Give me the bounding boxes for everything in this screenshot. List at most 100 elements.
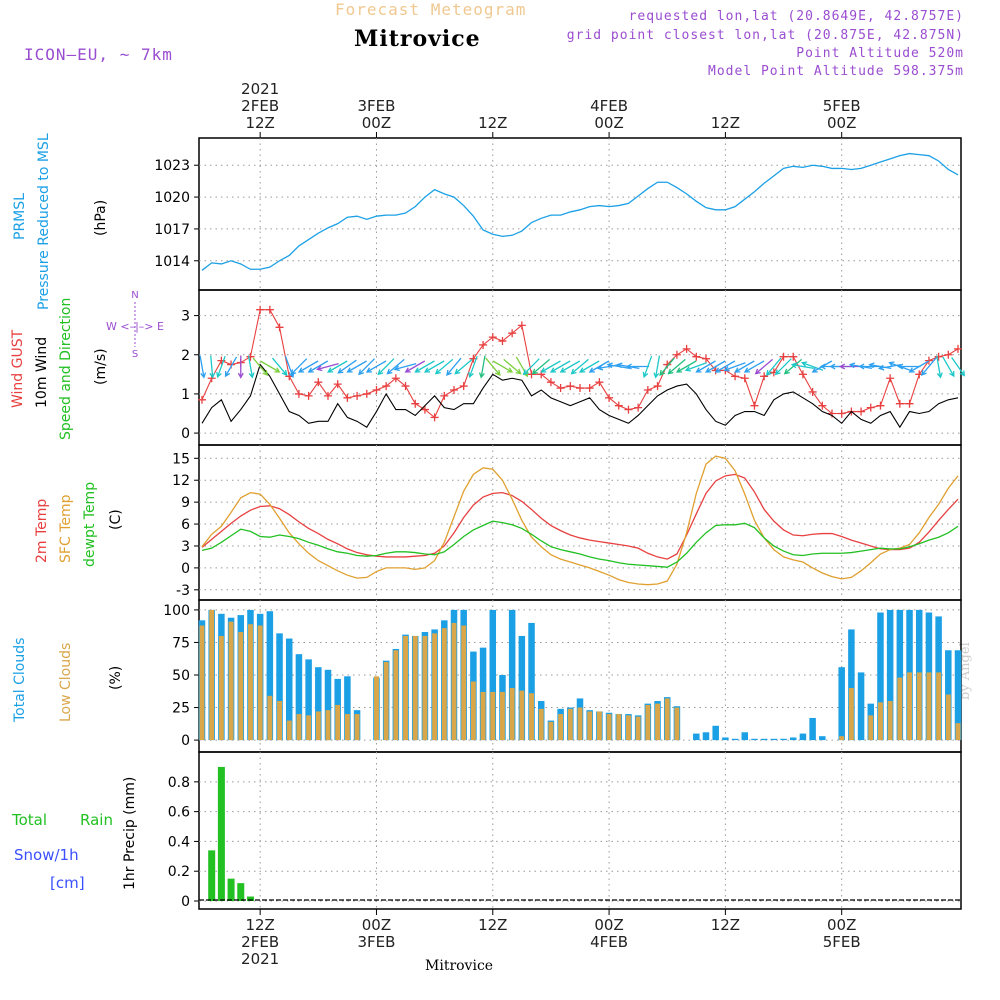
- top-time-label: 00Z: [362, 114, 391, 132]
- wind-direction-arrow: [414, 360, 435, 373]
- y-tick-label: 3: [181, 309, 190, 325]
- total-cloud-bar: [712, 725, 719, 741]
- point-altitude: Point Altitude 520m: [796, 46, 964, 61]
- gust-point: [731, 372, 740, 381]
- top-time-label: 3FEB: [357, 97, 395, 115]
- gust-point: [343, 393, 352, 402]
- wind-direction-arrow: [734, 360, 755, 373]
- precip-panel-frame: [198, 751, 962, 910]
- low-cloud-bar: [936, 672, 942, 741]
- total-cloud-bar: [489, 609, 497, 741]
- low-cloud-bar: [674, 707, 680, 741]
- gust-point: [362, 389, 371, 398]
- top-time-label: 2021: [241, 80, 279, 98]
- wind-direction-arrow: [897, 363, 921, 370]
- low-cloud-bar: [626, 715, 631, 741]
- gust-point: [275, 323, 284, 332]
- total-clouds-label: Total Clouds: [12, 638, 28, 723]
- pressure-panel-frame: [198, 137, 962, 291]
- low-cloud-bar: [490, 691, 496, 741]
- y-tick-label: 1020: [154, 190, 190, 206]
- low-cloud-bar: [868, 715, 874, 741]
- wind-direction-arrow: [559, 360, 581, 373]
- total-cloud-bar: [344, 676, 351, 741]
- location-title: Mitrovice: [354, 26, 481, 52]
- low-cloud-bar: [664, 698, 670, 741]
- total-cloud-bar: [799, 733, 807, 741]
- gust-point: [585, 384, 594, 393]
- gust-point: [333, 380, 342, 389]
- legend-total: Total: [11, 811, 47, 829]
- wind-direction-arrow: [531, 358, 551, 375]
- low-cloud-bar: [412, 635, 418, 741]
- wind-direction-arrow: [209, 355, 216, 379]
- gust-point: [498, 337, 507, 346]
- wind-direction-arrow: [358, 358, 376, 376]
- y-tick-label: 0: [181, 561, 190, 577]
- low-cloud-bar: [422, 635, 428, 741]
- wind-speed-direction-label: Speed and Direction: [58, 298, 74, 440]
- total-cloud-bar: [838, 667, 845, 741]
- wind-direction-arrow: [723, 362, 746, 372]
- gust-point: [779, 352, 788, 361]
- top-time-label: 12Z: [245, 114, 274, 132]
- y-tick-label: -3: [176, 583, 190, 599]
- total-cloud-bar: [285, 638, 293, 741]
- gust-point: [934, 352, 943, 361]
- rain-bar: [237, 883, 245, 901]
- gust-point: [740, 374, 749, 383]
- low-cloud-bar: [461, 625, 467, 741]
- wind-direction-arrow: [216, 355, 226, 379]
- gust-point: [246, 352, 255, 361]
- legend-snow: Snow/1h: [14, 846, 79, 864]
- low-cloud-bar: [655, 703, 660, 741]
- gust-point: [614, 401, 623, 410]
- total-cloud-bar: [780, 738, 787, 741]
- gust-point: [895, 399, 904, 408]
- wind-panel-frame: [198, 289, 962, 446]
- pressure-label-short: PRMSL: [12, 193, 28, 240]
- total-cloud-bar: [760, 738, 768, 741]
- wind-direction-arrow: [346, 360, 367, 373]
- y-tick-label: 9: [181, 495, 190, 511]
- top-time-label: 2FEB: [241, 97, 279, 115]
- wind-direction-arrow: [485, 357, 501, 376]
- low-cloud-bar: [296, 714, 302, 741]
- top-time-label: 4FEB: [590, 97, 628, 115]
- low-cloud-bar: [248, 624, 253, 741]
- gust-point: [837, 409, 846, 418]
- temp-unit: (C): [108, 509, 124, 530]
- gust-point: [314, 378, 323, 387]
- total-cloud-bar: [857, 672, 865, 741]
- y-tick-label: 0.2: [168, 864, 190, 880]
- gust-point: [382, 382, 391, 391]
- low-cloud-bar: [209, 609, 215, 741]
- total-cloud-bar: [789, 737, 797, 741]
- gust-point: [556, 384, 565, 393]
- gust-point: [517, 321, 526, 330]
- wind-direction-arrow: [942, 356, 955, 378]
- grid-point-coords: grid point closest lon,lat (20.875E, 42.…: [566, 28, 964, 43]
- gust-point: [866, 403, 875, 412]
- total-cloud-bar: [315, 667, 322, 741]
- model-label: ICON–EU, ~ 7km: [24, 45, 173, 64]
- gust-point: [808, 387, 817, 396]
- legend-snow-unit: [cm]: [50, 874, 85, 892]
- wind-direction-arrow: [606, 362, 630, 370]
- temperature-panel-frame: [198, 444, 962, 601]
- low-cloud-bar: [306, 715, 312, 741]
- wind-direction-arrow: [468, 355, 478, 379]
- top-time-label: 00Z: [594, 114, 623, 132]
- total-cloud-bar: [508, 609, 516, 741]
- y-tick-label: 75: [172, 635, 190, 651]
- footer-location: Mitrovice: [425, 958, 494, 974]
- temp-2m-label: 2m Temp: [34, 499, 50, 563]
- wind-direction-arrow: [684, 362, 707, 372]
- gust-point: [750, 401, 759, 410]
- wind-direction-arrow: [951, 357, 966, 377]
- gust-point: [440, 391, 449, 400]
- gust-point: [702, 354, 710, 363]
- wind-direction-arrow: [224, 356, 238, 378]
- gust-point: [605, 393, 614, 402]
- wind-direction-arrow: [247, 355, 255, 379]
